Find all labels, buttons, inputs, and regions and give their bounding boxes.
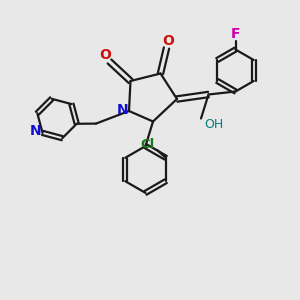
- Text: N: N: [29, 124, 41, 138]
- Text: O: O: [99, 48, 111, 62]
- Text: OH: OH: [205, 118, 224, 131]
- Text: N: N: [117, 103, 128, 116]
- Text: Cl: Cl: [141, 138, 155, 151]
- Text: O: O: [162, 34, 174, 48]
- Text: F: F: [231, 28, 240, 41]
